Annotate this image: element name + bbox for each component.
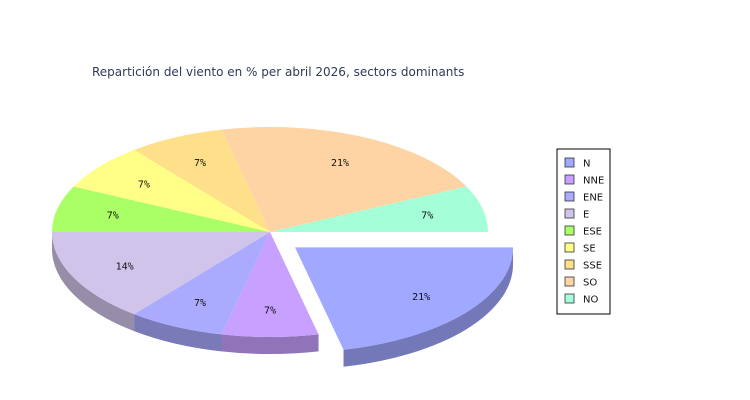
slice-label-ese: 7% (107, 211, 119, 222)
pie-slice-n (295, 247, 514, 350)
legend-swatch-sse (564, 259, 575, 270)
slice-label-so: 21% (331, 158, 349, 169)
legend-label-n: N (583, 159, 590, 170)
pie-side-e (52, 232, 135, 332)
legend-swatch-ese (564, 225, 575, 236)
pie-slice-no (270, 186, 488, 232)
pie-slice-sse (134, 129, 270, 232)
legend-swatch-n (564, 157, 575, 168)
pie-slice-se (73, 149, 271, 232)
pie-labels: 21% 7% 7% 14% 7% 7% 7% 21% 7% (107, 158, 434, 317)
legend-label-e: E (583, 210, 589, 221)
pie-slice-ene (134, 232, 270, 335)
legend-swatch-no (564, 293, 575, 304)
legend-swatch-e (564, 208, 575, 219)
pie-slices (52, 127, 514, 350)
pie-side-nne (221, 334, 319, 355)
slice-label-e: 14% (116, 262, 134, 273)
pie-slice-ese (52, 186, 270, 232)
pie-slice-so (221, 127, 467, 232)
legend-swatch-ene (564, 191, 575, 202)
legend-label-se: SE (583, 244, 596, 255)
legend-label-nne: NNE (583, 176, 604, 187)
legend-label-so: SO (583, 278, 597, 289)
slice-label-sse: 7% (194, 158, 206, 169)
legend-label-ese: ESE (583, 227, 602, 238)
slice-label-n: 21% (412, 292, 430, 303)
legend: N NNE ENE E ESE SE SSE SO NO (556, 148, 611, 315)
slice-label-se: 7% (138, 180, 150, 191)
chart-title: Repartición del viento en % per abril 20… (92, 65, 464, 79)
slice-label-nne: 7% (264, 306, 276, 317)
pie-slice-e (52, 232, 270, 315)
slice-label-no: 7% (421, 211, 433, 222)
legend-swatch-so (564, 276, 575, 287)
pie-sides (52, 232, 514, 367)
legend-label-sse: SSE (583, 261, 602, 272)
legend-swatch-se (564, 242, 575, 253)
legend-swatch-nne (564, 174, 575, 185)
pie-side-n (343, 247, 514, 367)
pie-side-ene (134, 314, 222, 352)
pie-slice-nne (221, 232, 319, 337)
legend-label-ene: ENE (583, 193, 603, 204)
legend-label-no: NO (583, 295, 598, 306)
slice-label-ene: 7% (194, 298, 206, 309)
